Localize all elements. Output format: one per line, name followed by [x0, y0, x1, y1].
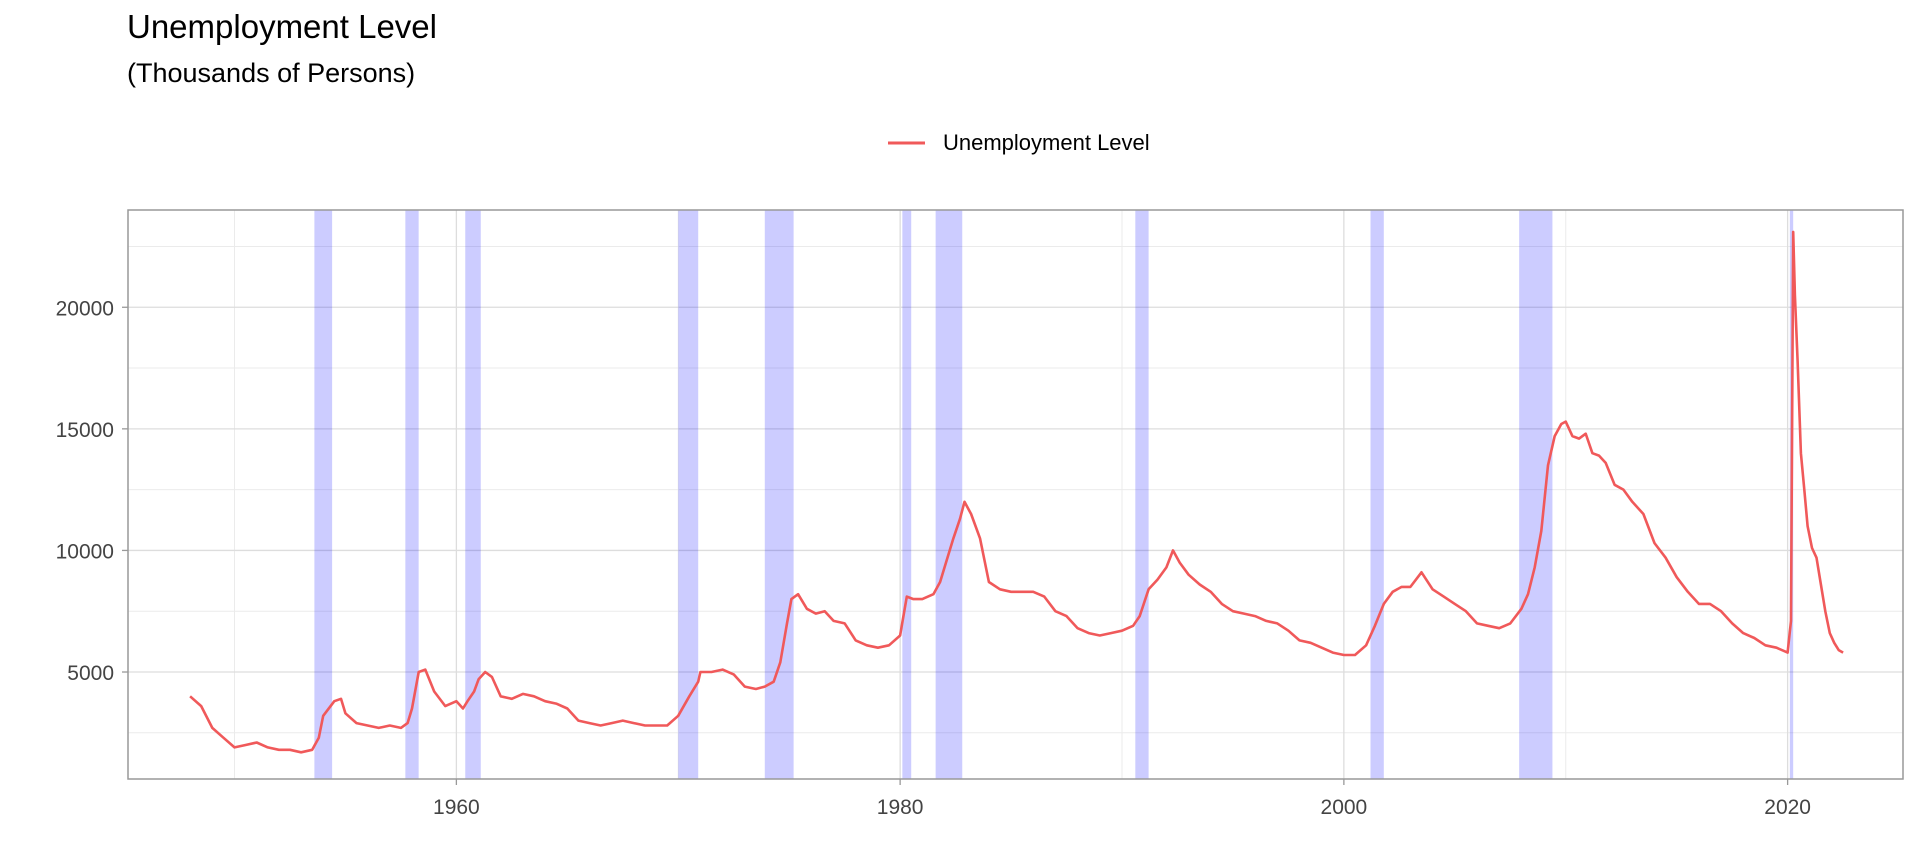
- recession-band: [1135, 210, 1149, 779]
- x-axis: 1960 1980 2000 2020: [433, 779, 1811, 819]
- y-tick-label: 15000: [56, 419, 114, 442]
- legend-label-unemployment-level: Unemployment Level: [943, 130, 1150, 155]
- legend: Unemployment Level: [888, 130, 1150, 155]
- recession-band: [764, 210, 794, 779]
- chart-title: Unemployment Level: [127, 8, 437, 45]
- recession-band: [678, 210, 699, 779]
- recession-band: [1519, 210, 1553, 779]
- x-tick-label: 1960: [433, 796, 480, 819]
- recession-band: [465, 210, 481, 779]
- chart-subtitle: (Thousands of Persons): [127, 58, 415, 88]
- major-gridlines: [128, 210, 1903, 779]
- recession-bands: [314, 210, 1794, 779]
- recession-band: [314, 210, 333, 779]
- recession-band: [902, 210, 912, 779]
- plot-frame: [127, 209, 1904, 780]
- x-tick-label: 1980: [877, 796, 924, 819]
- recession-band: [935, 210, 963, 779]
- minor-gridlines: [128, 210, 1903, 779]
- plot-area: [128, 210, 1903, 779]
- y-tick-label: 20000: [56, 297, 114, 320]
- y-tick-label: 10000: [56, 540, 114, 563]
- y-axis: 5000 10000 15000 20000: [56, 297, 128, 685]
- x-tick-label: 2000: [1321, 796, 1368, 819]
- series-line-unemployment-level: [189, 230, 1844, 754]
- recession-band: [405, 210, 419, 779]
- y-tick-label: 5000: [67, 662, 114, 685]
- x-tick-label: 2020: [1764, 796, 1811, 819]
- recession-band: [1370, 210, 1384, 779]
